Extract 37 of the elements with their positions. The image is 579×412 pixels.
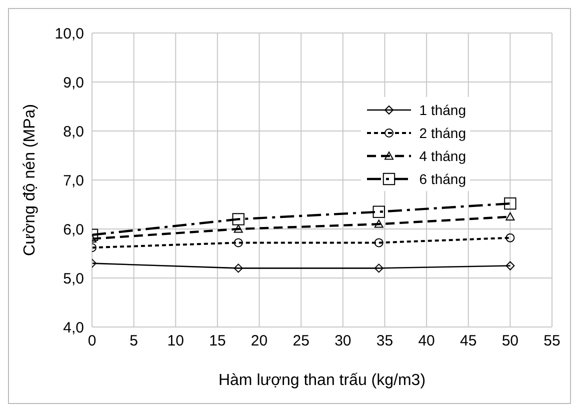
y-axis-title: Cường độ nén (MPa) (22, 104, 39, 256)
point (506, 261, 515, 270)
y-tick-label: 9,0 (63, 74, 84, 92)
x-tick-label: 5 (130, 332, 138, 350)
x-tick-label: 40 (418, 332, 435, 350)
x-tick-label: 45 (460, 332, 477, 350)
x-tick-label: 15 (209, 332, 226, 350)
point (234, 224, 243, 233)
legend-label: 2 tháng (419, 124, 466, 140)
point (504, 197, 516, 210)
x-tick-label: 30 (334, 332, 352, 350)
x-tick-label: 20 (250, 332, 268, 350)
point (374, 238, 384, 248)
y-tick-label: 7,0 (63, 172, 84, 190)
legend-label: 6 tháng (419, 170, 466, 186)
point (234, 238, 243, 248)
point (372, 206, 385, 218)
x-tick-label: 50 (502, 332, 519, 350)
legend-label: 4 tháng (419, 148, 466, 164)
x-axis-title: Hàm lượng than trấu (kg/m3) (218, 372, 426, 389)
x-tick-label: 10 (167, 332, 184, 350)
x-tick-label: 25 (292, 332, 310, 350)
x-tick-label: 35 (376, 332, 394, 350)
point (234, 264, 243, 273)
point (232, 213, 244, 226)
y-tick-label: 4,0 (63, 319, 84, 336)
y-tick-label: 8,0 (63, 123, 84, 140)
point (374, 220, 384, 228)
point (506, 233, 515, 242)
x-tick-label: 0 (88, 332, 96, 350)
x-tick-label: 55 (544, 332, 560, 350)
y-tick-label: 5,0 (63, 270, 84, 288)
legend-label: 1 tháng (419, 102, 466, 118)
y-tick-label: 6,0 (63, 221, 84, 238)
y-tick-label: 10,0 (54, 25, 84, 42)
point (374, 264, 384, 273)
point (506, 212, 515, 220)
